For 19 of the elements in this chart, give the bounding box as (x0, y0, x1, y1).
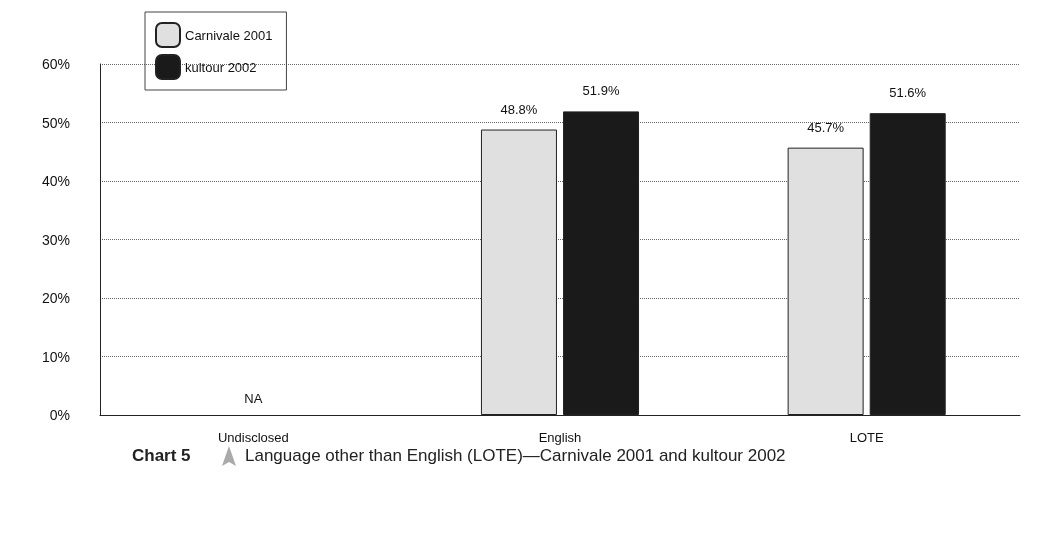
annotation: NA (244, 391, 263, 406)
legend-label: Carnivale 2001 (185, 27, 273, 43)
x-tick-label: Undisclosed (217, 430, 289, 445)
y-tick-label: 60% (41, 56, 70, 72)
data-label: 51.6% (889, 85, 927, 101)
y-tick-label: 30% (41, 231, 70, 248)
y-tick-label: 10% (41, 348, 70, 365)
x-tick-label: English (538, 430, 582, 445)
x-tick-label: LOTE (849, 430, 884, 445)
data-label: 48.8% (500, 101, 538, 117)
y-tick-label: 20% (41, 290, 70, 306)
data-label: 51.9% (582, 83, 620, 99)
text: Chart 5 (132, 446, 191, 465)
y-tick-label: 40% (41, 173, 70, 189)
y-tick-label: 0% (49, 407, 70, 423)
text: Language other than English (LOTE)—Carnivale 2001 and kultour 2002 (245, 446, 786, 465)
y-tick-label: 50% (41, 114, 70, 131)
legend-label: kultour 2002 (185, 59, 257, 75)
data-label: 45.7% (807, 119, 845, 135)
